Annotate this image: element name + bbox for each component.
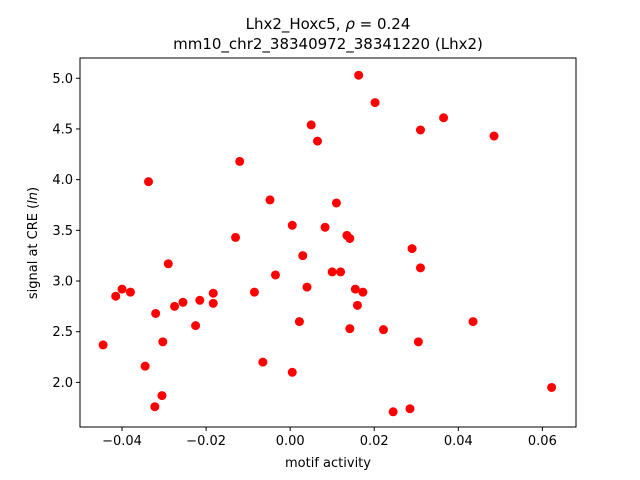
data-point [265, 195, 275, 205]
y-tick-label: 3.0 [52, 275, 73, 290]
title-suffix: = 0.24 [355, 15, 411, 33]
data-point [163, 259, 173, 269]
x-axis-label: motif activity [285, 456, 371, 471]
data-point [287, 220, 297, 230]
data-point [354, 70, 364, 80]
data-point [158, 337, 168, 347]
y-tick-label: 5.0 [52, 72, 73, 87]
data-point [258, 357, 268, 367]
data-point [191, 321, 201, 331]
data-point [405, 404, 415, 414]
data-point [208, 298, 218, 308]
data-point [170, 301, 180, 311]
y-tick-label: 4.0 [52, 173, 73, 188]
chart-title-line-1: Lhx2_Hoxc5, ρ = 0.24 [246, 15, 411, 34]
chart-title-line-2: mm10_chr2_38340972_38341220 (Lhx2) [173, 35, 483, 54]
data-point [331, 198, 341, 208]
title-prefix: Lhx2_Hoxc5, [246, 15, 346, 34]
data-point [195, 295, 205, 305]
data-point [306, 120, 316, 130]
data-point [320, 222, 330, 232]
data-point [140, 361, 150, 371]
data-point [345, 324, 355, 334]
data-point [415, 263, 425, 273]
data-point [327, 267, 337, 277]
y-axis-ticks: 2.0 2.5 3.0 3.5 4.0 4.5 5.0 [52, 72, 80, 391]
x-tick-label: 0.00 [276, 434, 305, 449]
data-point [287, 367, 297, 377]
data-point [231, 232, 241, 242]
data-point [468, 317, 478, 327]
y-tick-label: 2.0 [52, 376, 73, 391]
data-point [294, 317, 304, 327]
data-point [117, 284, 127, 294]
ylabel-italic: ln [26, 192, 41, 204]
data-point [312, 136, 322, 146]
data-point [388, 407, 398, 417]
x-tick-label: 0.04 [444, 434, 473, 449]
y-axis-label: signal at CRE (ln) [26, 187, 41, 299]
ylabel-suffix: ) [26, 187, 41, 192]
data-point [378, 325, 388, 335]
data-point [157, 391, 167, 401]
plot-area [80, 58, 576, 427]
data-point [178, 297, 188, 307]
data-point [415, 125, 425, 135]
y-tick-label: 4.5 [52, 122, 73, 137]
data-point [208, 288, 218, 298]
data-point [489, 131, 499, 141]
data-point [98, 340, 108, 350]
x-tick-label: 0.06 [528, 434, 557, 449]
x-axis-ticks: −0.04 −0.02 0.00 0.02 0.04 0.06 [102, 427, 557, 449]
data-point [439, 113, 449, 123]
data-point [150, 402, 160, 412]
data-point [302, 282, 312, 292]
x-tick-label: −0.02 [186, 434, 226, 449]
data-point [298, 251, 308, 261]
y-tick-label: 3.5 [52, 224, 73, 239]
title-rho: ρ [345, 15, 355, 33]
data-point [270, 270, 280, 280]
y-tick-label: 2.5 [52, 325, 73, 340]
data-point [336, 267, 346, 277]
data-point [151, 308, 161, 318]
data-point [345, 233, 355, 243]
data-point [235, 156, 245, 166]
data-point [350, 284, 360, 294]
x-tick-label: 0.02 [360, 434, 389, 449]
data-points [98, 70, 557, 417]
data-point [370, 98, 380, 108]
data-point [413, 337, 423, 347]
data-point [249, 287, 259, 297]
data-point [547, 382, 557, 392]
data-point [111, 291, 121, 301]
x-tick-label: −0.04 [102, 434, 142, 449]
ylabel-prefix: signal at CRE ( [26, 204, 41, 299]
data-point [352, 300, 362, 310]
data-point [125, 287, 135, 297]
data-point [144, 177, 154, 187]
plot-frame [79, 57, 577, 428]
data-point [407, 244, 417, 254]
data-point [358, 287, 368, 297]
